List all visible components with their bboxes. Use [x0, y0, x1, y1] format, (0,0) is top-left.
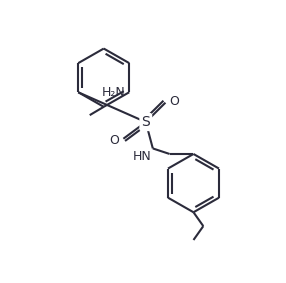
Text: O: O	[109, 134, 119, 147]
Text: HN: HN	[133, 150, 151, 163]
Text: H₂N: H₂N	[101, 86, 125, 99]
Text: S: S	[142, 115, 150, 129]
Text: O: O	[170, 95, 180, 108]
